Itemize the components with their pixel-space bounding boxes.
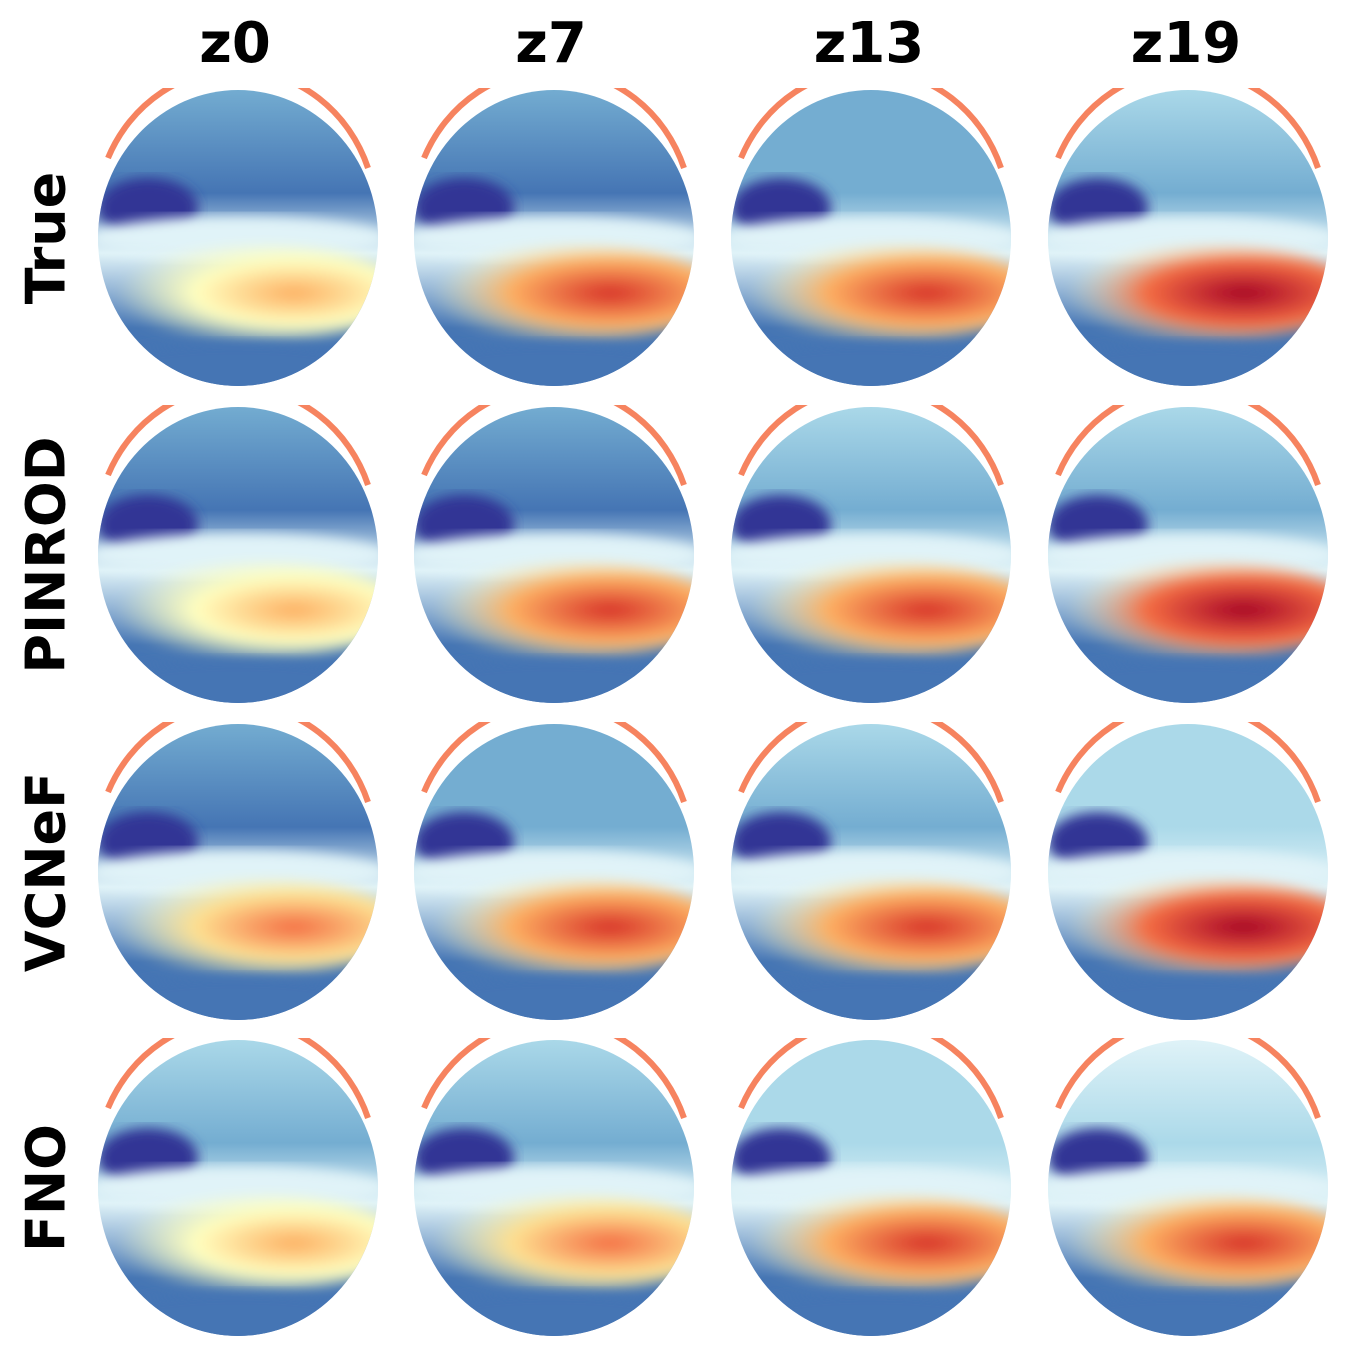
column-label-z19: z19 [1130,11,1242,76]
field-panel-true-z0 [88,88,388,388]
field-panel-pinrod-z13 [721,405,1021,705]
row-label-fno: FNO [14,1124,78,1252]
row-label-vcnef: VCNeF [14,771,78,973]
field-panel-fno-z7 [404,1038,704,1338]
field-panel-pinrod-z0 [88,405,388,705]
field-panel-vcnef-z0 [88,722,388,1022]
field-panel-fno-z19 [1038,1038,1338,1338]
field-panel-true-z13 [721,88,1021,388]
field-panel-true-z19 [1038,88,1338,388]
field-panel-pinrod-z7 [404,405,704,705]
row-label-pinrod: PINROD [14,436,78,674]
column-label-z13: z13 [813,11,925,76]
field-panel-fno-z0 [88,1038,388,1338]
field-panel-true-z7 [404,88,704,388]
row-label-true: True [14,171,78,305]
field-panel-vcnef-z13 [721,722,1021,1022]
column-label-z0: z0 [199,11,271,76]
field-panel-vcnef-z7 [404,722,704,1022]
field-panel-pinrod-z19 [1038,405,1338,705]
field-panel-fno-z13 [721,1038,1021,1338]
field-panel-vcnef-z19 [1038,722,1338,1022]
column-label-z7: z7 [515,11,587,76]
